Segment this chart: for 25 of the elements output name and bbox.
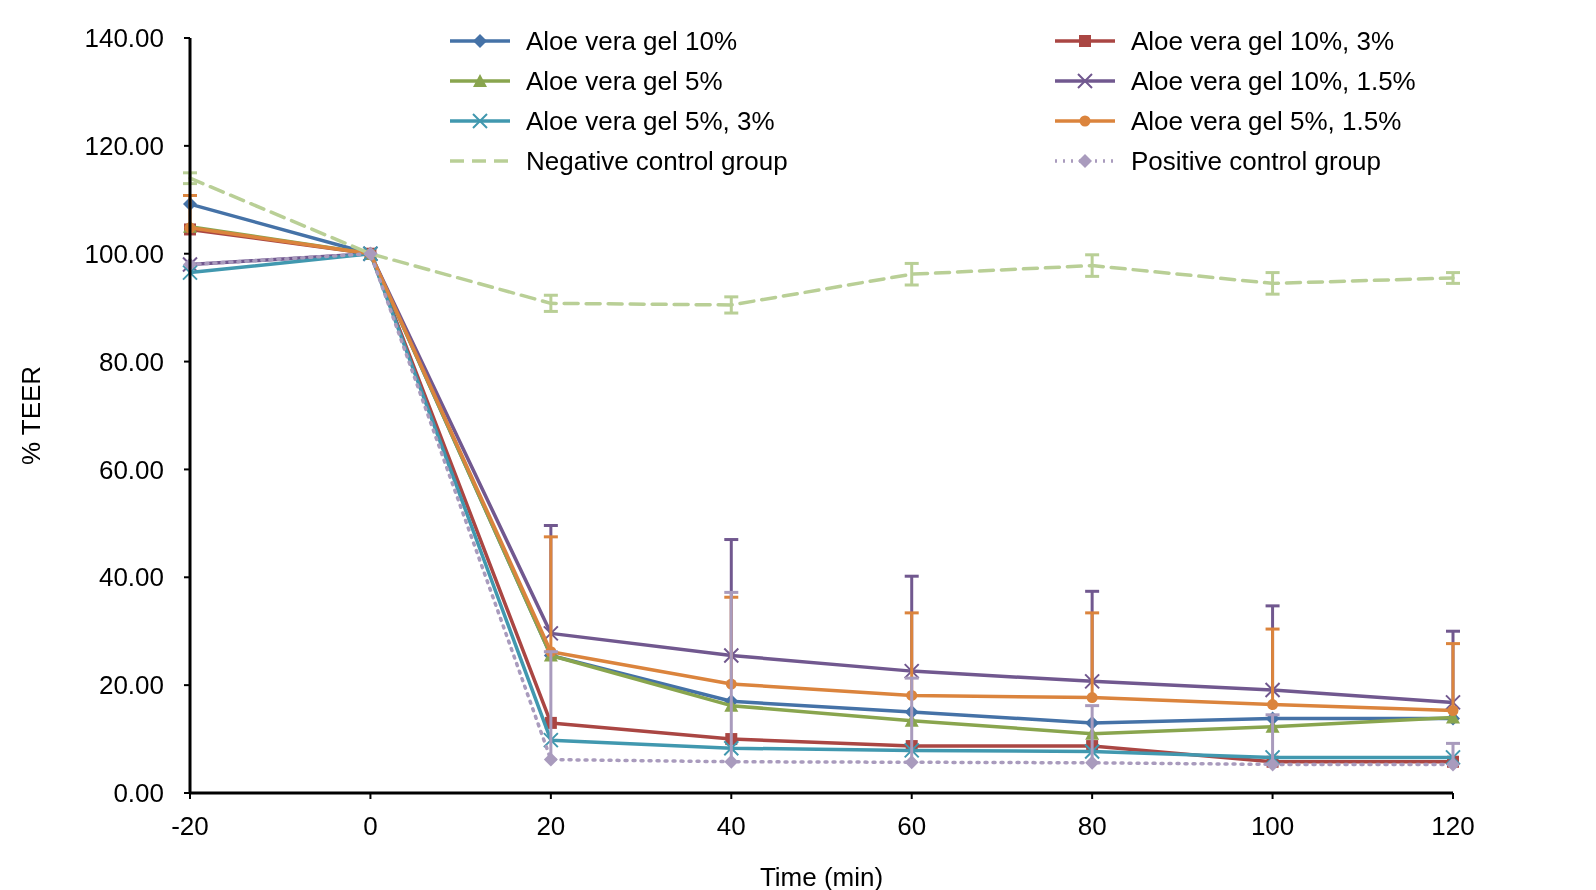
y-tick-label: 80.00	[98, 346, 164, 377]
x-tick-label: 100	[1250, 811, 1295, 841]
y-tick-label: 0.00	[113, 778, 164, 809]
y-tick-label: 100.00	[84, 238, 164, 269]
y-axis-title: % TEER	[16, 365, 46, 466]
y-tick-label: 20.00	[98, 670, 164, 701]
legend-label: Aloe vera gel 5%, 3%	[526, 106, 775, 137]
legend-label: Aloe vera gel 10%, 1.5%	[1131, 66, 1416, 97]
y-tick-label: 140.00	[84, 23, 164, 54]
y-tick-label: 40.00	[98, 562, 164, 593]
legend-label: Aloe vera gel 5%	[526, 66, 723, 97]
x-tick-label: 20	[536, 811, 566, 841]
legend-label: Positive control group	[1131, 146, 1382, 177]
x-tick-label: 60	[897, 811, 927, 841]
x-tick-label: 80	[1077, 811, 1107, 841]
legend-label: Negative control group	[526, 146, 788, 177]
x-tick-label: 40	[716, 811, 746, 841]
legend-label: Aloe vera gel 5%, 1.5%	[1131, 106, 1402, 137]
x-tick-label: -20	[171, 811, 209, 841]
x-tick-label: 0	[363, 811, 378, 841]
y-tick-label: 120.00	[84, 130, 164, 161]
y-tick-label: 60.00	[98, 454, 164, 485]
legend-label: Aloe vera gel 10%, 3%	[1131, 26, 1395, 57]
legend-label: Aloe vera gel 10%	[526, 26, 738, 57]
x-tick-label: 120	[1431, 811, 1475, 841]
